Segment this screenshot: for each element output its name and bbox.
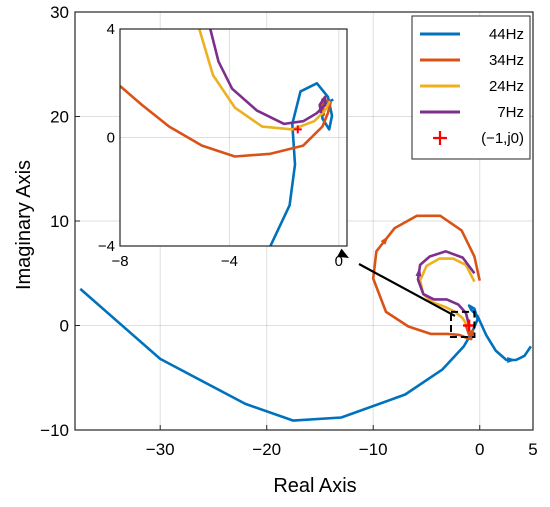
direction-arrow-44hz [507, 357, 517, 363]
legend-label-1-j0: (−1,j0) [481, 130, 524, 147]
series-line-44hz [79, 287, 532, 422]
inset-series-group [120, 29, 334, 246]
inset-plot: −8 −4 040−4 [98, 21, 348, 270]
annotations [337, 248, 476, 338]
legend-label-24hz: 24Hz [489, 78, 524, 95]
x-tick-label: 5 [528, 440, 537, 459]
inset-y-tick-label: −4 [98, 238, 115, 255]
zoom-region-box [449, 310, 476, 338]
x-tick-label: −10 [359, 440, 388, 459]
y-tick-label: 20 [50, 108, 69, 127]
x-tick-label: −20 [252, 440, 281, 459]
inset-frame [119, 28, 348, 247]
direction-arrow-34hz [380, 235, 389, 245]
zoom-pointer-line [358, 263, 456, 317]
inset-x-tick-label: −8 [111, 253, 128, 270]
zoom-pointer-arrowhead [337, 248, 349, 258]
series-group [79, 214, 532, 422]
x-tick-label: −30 [146, 440, 175, 459]
inset-background [120, 29, 347, 246]
inset-series-line-24hz [198, 29, 331, 131]
x-tick-label: 0 [475, 440, 484, 459]
legend-swatch-critical-point [433, 131, 447, 145]
y-axis-label: Imaginary Axis [13, 160, 35, 290]
y-tick-label: 30 [50, 3, 69, 22]
inset-x-tick-label: 0 [335, 253, 343, 270]
y-tick-label: −10 [40, 421, 69, 440]
y-tick-label: 0 [60, 317, 69, 336]
legend: 44Hz 34Hz 24Hz 7Hz (−1,j0) [411, 15, 531, 160]
x-axis-label: Real Axis [273, 475, 356, 497]
critical-point-marker [463, 319, 476, 332]
main-series [79, 214, 532, 422]
series-line-7hz [416, 250, 476, 326]
inset-critical-point-marker [293, 125, 302, 134]
inset-y-tick-label: 0 [107, 130, 115, 147]
y-tick-label: 10 [50, 212, 69, 231]
series-line-34hz [371, 214, 481, 341]
legend-label-34hz: 34Hz [489, 52, 524, 69]
inset-series-line-44hz [269, 82, 334, 246]
inset-series-line-7hz [209, 29, 327, 126]
legend-label-7hz: 7Hz [497, 104, 524, 121]
inset-y-tick-label: 4 [107, 21, 115, 38]
legend-label-44hz: 44Hz [489, 26, 524, 43]
main-ticks: −30 −20 −10 0 5 30 20 10 0 −10 [40, 3, 538, 459]
inset-x-tick-label: −4 [221, 253, 238, 270]
direction-arrow-7hz [415, 267, 422, 277]
